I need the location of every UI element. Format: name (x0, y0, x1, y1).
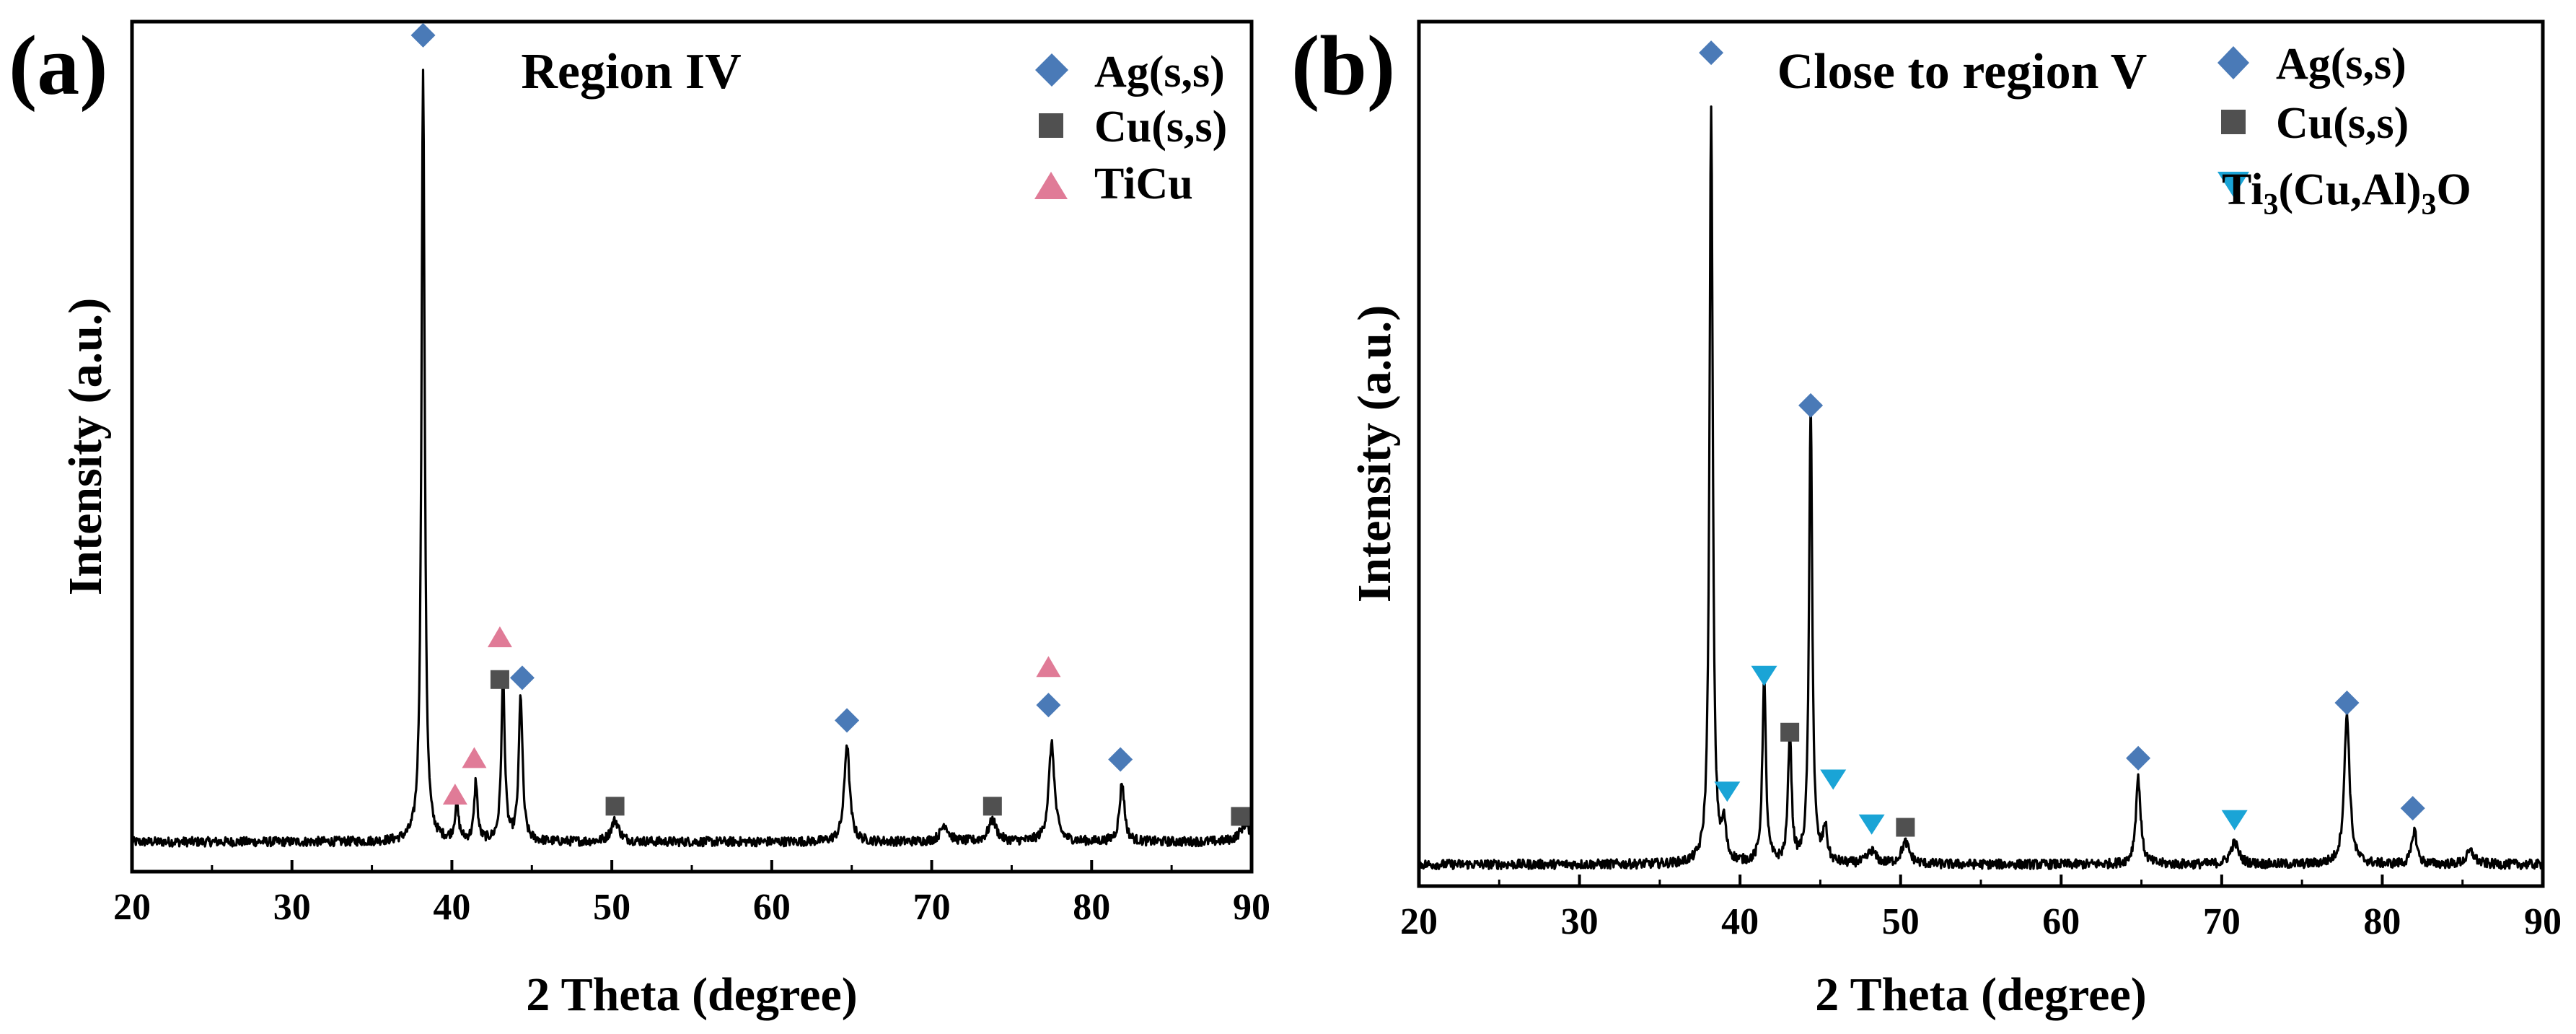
marker-ticu (1036, 656, 1061, 678)
marker-ag-s-s (1798, 393, 1824, 418)
marker-ag-s-s (509, 665, 535, 691)
panel-a-x-ticks: 20 30 40 50 60 70 80 90 (113, 860, 1270, 928)
x-tick-label: 60 (2042, 901, 2080, 942)
legend-a-ticu-label: TiCu (1094, 159, 1193, 209)
legend-b-ag-marker (2217, 46, 2249, 79)
xrd-pattern-line (1417, 105, 2544, 871)
panel-b: (b) 20 30 40 50 60 70 80 90 Close to region V A… (1291, 18, 2562, 1021)
marker-ticu (442, 783, 467, 805)
marker-ag-s-s (2400, 796, 2425, 821)
x-tick-label: 70 (913, 887, 951, 928)
panel-b-plot-frame (1417, 19, 2545, 888)
legend-a-ticu-marker (1034, 172, 1068, 199)
panel-a-ylabel: Intensity (a.u.) (59, 298, 112, 596)
panel-b-trace (1417, 105, 2544, 871)
panel-a-legend: Ag(s,s) Cu(s,s) TiCu (1034, 48, 1227, 209)
x-tick-label: 30 (1561, 901, 1599, 942)
x-tick-label: 90 (2524, 901, 2562, 942)
x-tick-label: 80 (1073, 887, 1110, 928)
marker-cu-s-s (1896, 818, 1915, 837)
x-tick-label: 50 (1882, 901, 1920, 942)
legend-a-ag-marker (1035, 53, 1068, 87)
x-tick-label: 20 (1400, 901, 1438, 942)
panel-b-title: Close to region V (1777, 44, 2148, 100)
legend-b-cu-marker (2221, 110, 2246, 134)
marker-ticu (487, 626, 512, 648)
panel-a-xlabel: 2 Theta (degree) (526, 968, 857, 1021)
legend-a-ag-label: Ag(s,s) (1094, 48, 1225, 97)
marker-cu-s-s (1780, 722, 1800, 742)
legend-b-ag-label: Ag(s,s) (2276, 40, 2406, 89)
panel-b-legend: Ag(s,s) Cu(s,s) Ti3(Cu,Al)3O (2217, 40, 2471, 222)
panel-a-label: (a) (9, 18, 108, 113)
panel-a-plot-frame (130, 19, 1254, 874)
panel-b-xlabel: 2 Theta (degree) (1815, 968, 2146, 1021)
x-tick-label: 60 (753, 887, 791, 928)
marker-ag-s-s (2126, 745, 2151, 771)
x-tick-label: 20 (113, 887, 151, 928)
marker-cu-s-s (1231, 807, 1250, 826)
marker-ag-s-s (410, 22, 436, 48)
x-tick-label: 90 (1233, 887, 1270, 928)
x-tick-label: 70 (2203, 901, 2241, 942)
marker-ag-s-s (835, 708, 860, 733)
marker-ag-s-s (1699, 40, 1724, 66)
legend-a-cu-marker (1039, 113, 1063, 138)
marker-ti3-cu-al-3o (1820, 769, 1847, 790)
panel-b-x-ticks: 20 30 40 50 60 70 80 90 (1400, 875, 2562, 942)
x-tick-label: 40 (433, 887, 470, 928)
legend-a-cu-label: Cu(s,s) (1094, 102, 1227, 152)
marker-ticu (462, 747, 487, 768)
marker-ti3-cu-al-3o (1858, 814, 1885, 835)
marker-ti3-cu-al-3o (1751, 665, 1777, 686)
panel-a: (a) 20 30 40 50 60 70 80 90 Region IV Ag(s,s) C… (9, 18, 1270, 1021)
panel-a-trace (131, 69, 1253, 848)
marker-cu-s-s (605, 797, 625, 816)
panel-a-phase-markers (410, 22, 1250, 826)
marker-cu-s-s (983, 797, 1002, 816)
marker-ti3-cu-al-3o (1714, 781, 1741, 802)
legend-b-cu-label: Cu(s,s) (2276, 99, 2409, 148)
panel-a-title: Region IV (521, 44, 741, 100)
panel-b-ylabel: Intensity (a.u.) (1348, 305, 1401, 603)
marker-ti3-cu-al-3o (2221, 810, 2248, 831)
legend-b-ti-label: Ti3(Cu,Al)3O (2222, 165, 2471, 222)
marker-ag-s-s (1036, 693, 1061, 718)
panel-b-phase-markers (1699, 40, 2425, 837)
x-tick-label: 50 (593, 887, 630, 928)
legend-b-ti-marker (2217, 172, 2249, 197)
marker-cu-s-s (490, 670, 509, 689)
marker-ag-s-s (1108, 747, 1133, 772)
x-tick-label: 40 (1721, 901, 1759, 942)
marker-ag-s-s (2334, 691, 2360, 716)
x-tick-label: 80 (2363, 901, 2401, 942)
xrd-pattern-line (131, 69, 1253, 848)
x-tick-label: 30 (273, 887, 311, 928)
panel-b-label: (b) (1291, 18, 1395, 113)
